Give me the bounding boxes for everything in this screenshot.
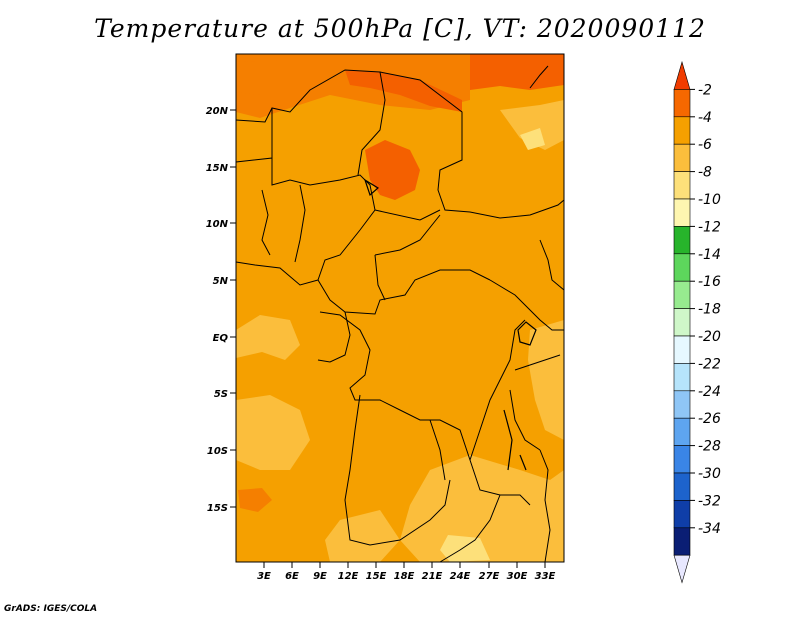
lon-tick-label: 12E	[338, 571, 359, 582]
lon-tick-label: 15E	[366, 571, 387, 582]
warm-region-northeast	[470, 54, 564, 90]
lon-tick-label: 27E	[479, 571, 500, 582]
colorbar-label: -26	[698, 411, 721, 427]
colorbar-swatch	[673, 226, 691, 255]
chart-title: Temperature at 500hPa [C], VT: 202009011…	[94, 14, 706, 43]
colorbar-label: -2	[698, 82, 712, 98]
warm-region-sahara	[345, 70, 462, 112]
colorbar-swatch	[673, 116, 691, 145]
cool-region-angola	[236, 395, 310, 470]
colorbar-label: -12	[698, 219, 721, 235]
colorbar-swatch	[673, 89, 691, 118]
colorbar-swatch	[673, 527, 691, 556]
colorbar-swatch	[673, 198, 691, 227]
colorbar-arrow-bottom	[673, 554, 691, 584]
colorbar-swatch	[673, 143, 691, 172]
warm-region-south	[238, 488, 272, 512]
lon-tick-label: 18E	[394, 571, 415, 582]
colorbar-swatch	[673, 171, 691, 200]
colorbar-swatch	[673, 253, 691, 282]
colorbar: -2 -4 -6 -8 -10 -12 -14 -16 -18 -20 -22 -24 -26 -28 -3…	[673, 60, 721, 584]
lat-tick-label: 20N	[206, 106, 229, 117]
lon-tick-label: 33E	[535, 571, 556, 582]
lon-tick-label: 3E	[257, 571, 271, 582]
colorbar-label: -32	[698, 493, 721, 509]
map-panel	[235, 53, 565, 563]
lon-tick-label: 30E	[507, 571, 528, 582]
lon-tick-label: 24E	[450, 571, 471, 582]
lat-tick-label: 10N	[206, 219, 229, 230]
colorbar-swatch	[673, 280, 691, 309]
lakes	[363, 178, 537, 471]
colorbar-label: -8	[698, 165, 712, 181]
cool-region-southeast	[400, 455, 564, 562]
cool-region-east	[500, 100, 564, 150]
colorbar-label: -4	[698, 110, 712, 126]
lat-tick-label: 5S	[214, 389, 228, 400]
colorbar-swatch	[673, 417, 691, 446]
colorbar-label: -30	[698, 466, 721, 482]
lat-axis: 20N 15N 10N 5N EQ 5S 10S 15S	[206, 106, 236, 514]
lat-tick-label: EQ	[213, 333, 229, 344]
map-frame	[235, 53, 565, 563]
cooler-region-east	[520, 128, 545, 150]
colorbar-label: -20	[698, 329, 721, 345]
lon-tick-label: 9E	[313, 571, 327, 582]
cooler-region-south	[440, 535, 490, 562]
colorbar-label: -16	[698, 274, 721, 290]
colorbar-label: -10	[698, 192, 721, 208]
warm-region-west	[236, 60, 300, 95]
colorbar-swatch	[673, 500, 691, 529]
colorbar-label: -28	[698, 439, 721, 455]
colorbar-label: -18	[698, 302, 721, 318]
lat-tick-label: 15S	[207, 503, 228, 514]
lat-tick-label: 15N	[206, 163, 229, 174]
warm-region-chad	[365, 140, 420, 200]
colorbar-swatch	[673, 445, 691, 474]
lat-tick-label: 10S	[207, 446, 228, 457]
colorbar-swatch	[673, 363, 691, 392]
colorbar-swatch	[673, 472, 691, 501]
colorbar-label: -22	[698, 356, 721, 372]
lat-tick-label: 5N	[213, 276, 229, 287]
colorbar-swatch	[673, 335, 691, 364]
colorbar-swatch	[673, 390, 691, 419]
colorbar-label: -6	[698, 137, 712, 153]
cool-region-east-coast	[528, 320, 564, 440]
colorbar-swatch	[673, 308, 691, 337]
lon-axis: 3E 6E 9E 12E 15E 18E 21E 24E 27E 30E 33E	[257, 562, 556, 582]
lon-tick-label: 21E	[422, 571, 443, 582]
colorbar-label: -34	[698, 521, 721, 537]
colorbar-arrow-top	[673, 60, 691, 90]
lon-tick-label: 6E	[285, 571, 299, 582]
cool-region-gulf	[236, 315, 300, 360]
credit-label: GrADS: IGES/COLA	[4, 604, 98, 614]
cool-region-southwest	[325, 510, 400, 562]
colorbar-label: -14	[698, 247, 721, 263]
colorbar-label: -24	[698, 384, 721, 400]
